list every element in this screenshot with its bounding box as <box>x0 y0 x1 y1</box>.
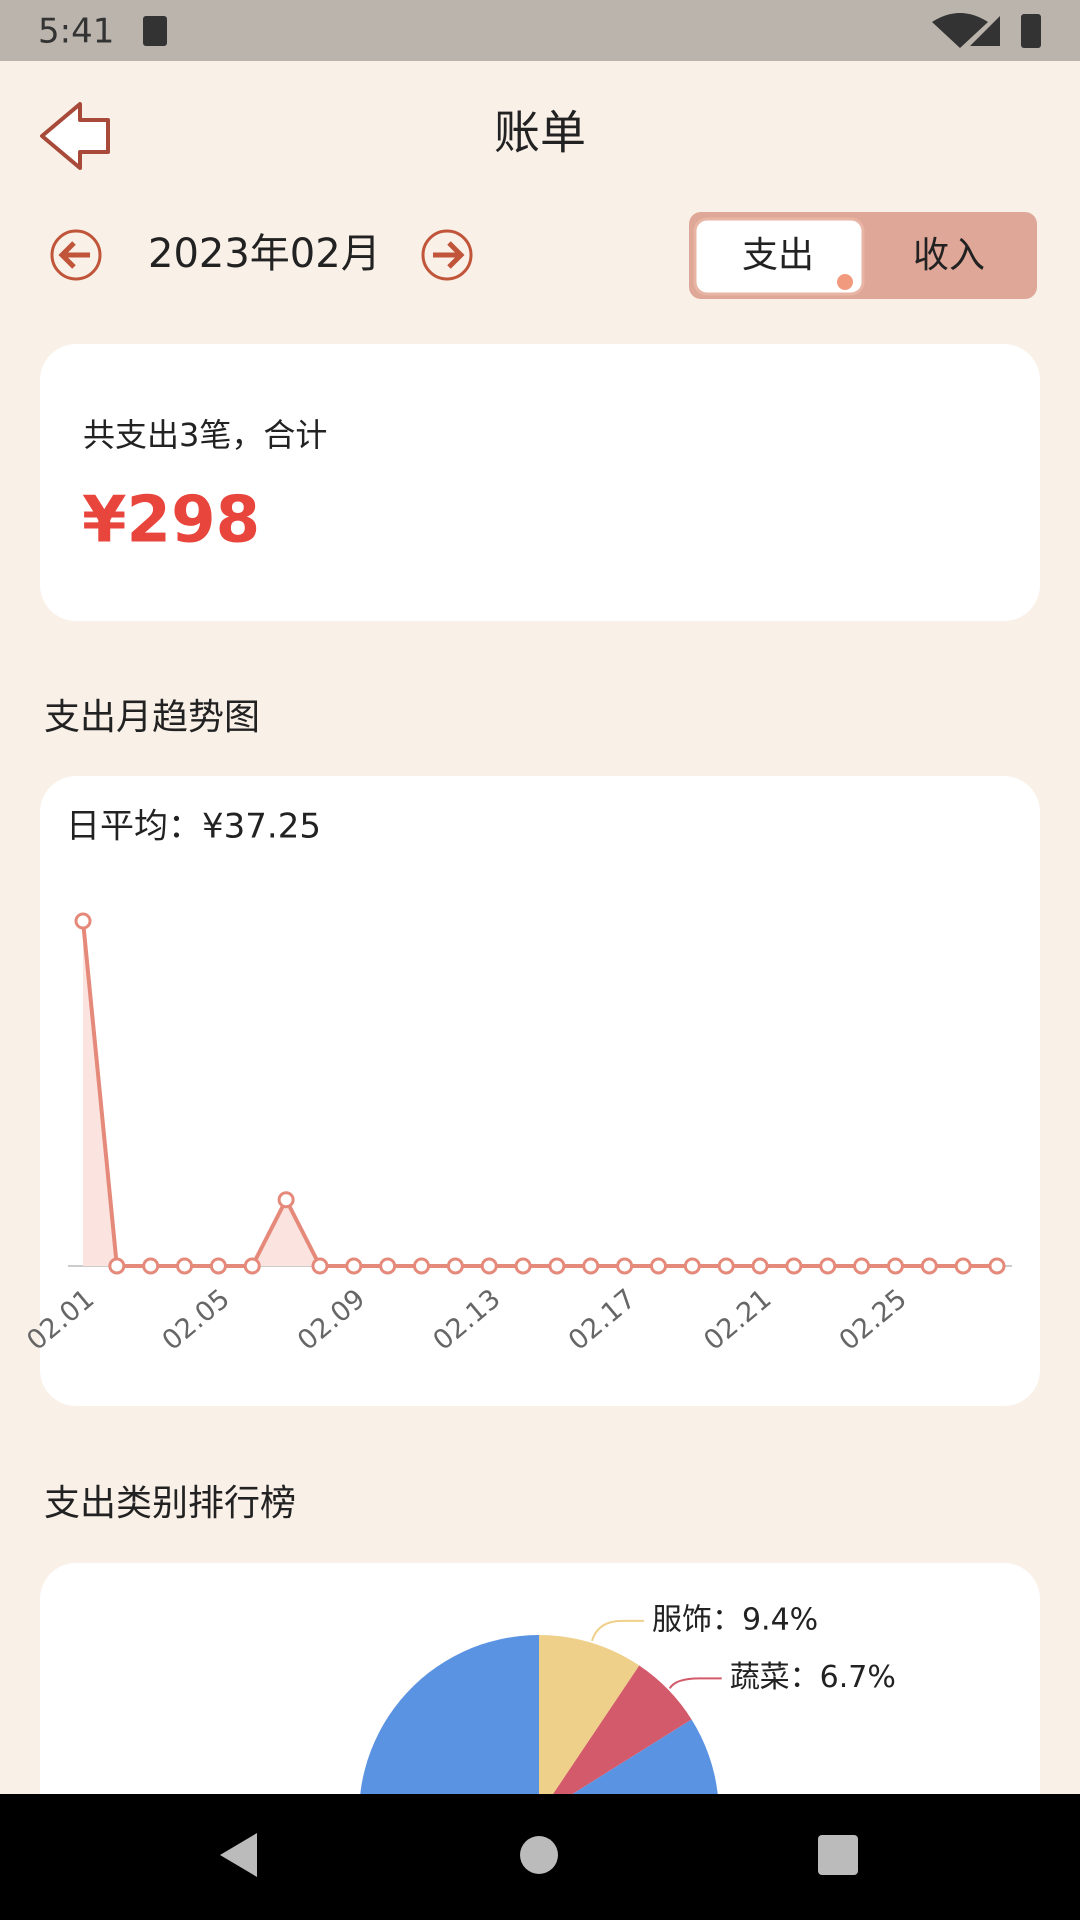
point <box>108 1257 126 1275</box>
point <box>616 1257 634 1275</box>
point <box>209 1257 227 1275</box>
point <box>548 1257 566 1275</box>
point <box>717 1257 735 1275</box>
summary-text: 共支出3笔，合计 <box>83 416 327 454</box>
summary-card <box>40 344 1040 621</box>
pie-label: 服饰：9.4% <box>652 1602 818 1637</box>
point <box>243 1257 261 1275</box>
point <box>751 1257 769 1275</box>
line <box>81 920 997 1268</box>
month-label: 2023年02月 <box>148 231 381 277</box>
paw-icon <box>837 274 853 290</box>
point <box>514 1257 532 1275</box>
point <box>785 1257 803 1275</box>
back-button[interactable] <box>40 102 110 170</box>
status-time: 5:41 <box>38 12 114 52</box>
section-title: 支出类别排行榜 <box>44 1483 296 1524</box>
point <box>446 1257 464 1275</box>
point <box>649 1257 667 1275</box>
point <box>413 1257 431 1275</box>
wifi-icon <box>932 13 988 48</box>
next-month[interactable] <box>421 229 473 281</box>
point <box>480 1257 498 1275</box>
point <box>277 1191 295 1209</box>
point <box>311 1257 329 1275</box>
nav-recents[interactable] <box>818 1835 858 1875</box>
prev-month[interactable] <box>50 229 102 281</box>
tab-income-label: 收入 <box>913 235 985 276</box>
tab-expense-label: 支出 <box>742 235 814 276</box>
daily-average: 日平均：¥37.25 <box>66 807 321 847</box>
pie-label: 蔬菜：6.7% <box>730 1660 896 1695</box>
point <box>582 1257 600 1275</box>
point <box>853 1257 871 1275</box>
battery-icon <box>1021 14 1041 48</box>
pie-slice <box>539 1635 640 1815</box>
pie-slice <box>539 1665 692 1815</box>
leader-line <box>668 1677 722 1689</box>
point <box>683 1257 701 1275</box>
point <box>886 1257 904 1275</box>
point <box>142 1257 160 1275</box>
point <box>920 1257 938 1275</box>
tab-expense[interactable] <box>693 217 865 296</box>
next-arrow <box>433 241 465 269</box>
status-bar <box>0 0 1080 61</box>
prev-arrow <box>58 241 90 269</box>
leader-line <box>591 1619 644 1642</box>
point <box>379 1257 397 1275</box>
summary-amount: ¥298 <box>82 484 260 558</box>
point <box>954 1257 972 1275</box>
page-title: 账单 <box>494 106 586 160</box>
point <box>176 1257 194 1275</box>
signal-icon <box>970 16 1000 46</box>
section-title: 支出月趋势图 <box>44 697 260 738</box>
point <box>345 1257 363 1275</box>
sd-icon <box>143 16 167 46</box>
point <box>988 1257 1006 1275</box>
nav-back[interactable] <box>220 1833 257 1877</box>
point <box>74 912 92 930</box>
nav-home[interactable] <box>520 1836 558 1874</box>
point <box>819 1257 837 1275</box>
